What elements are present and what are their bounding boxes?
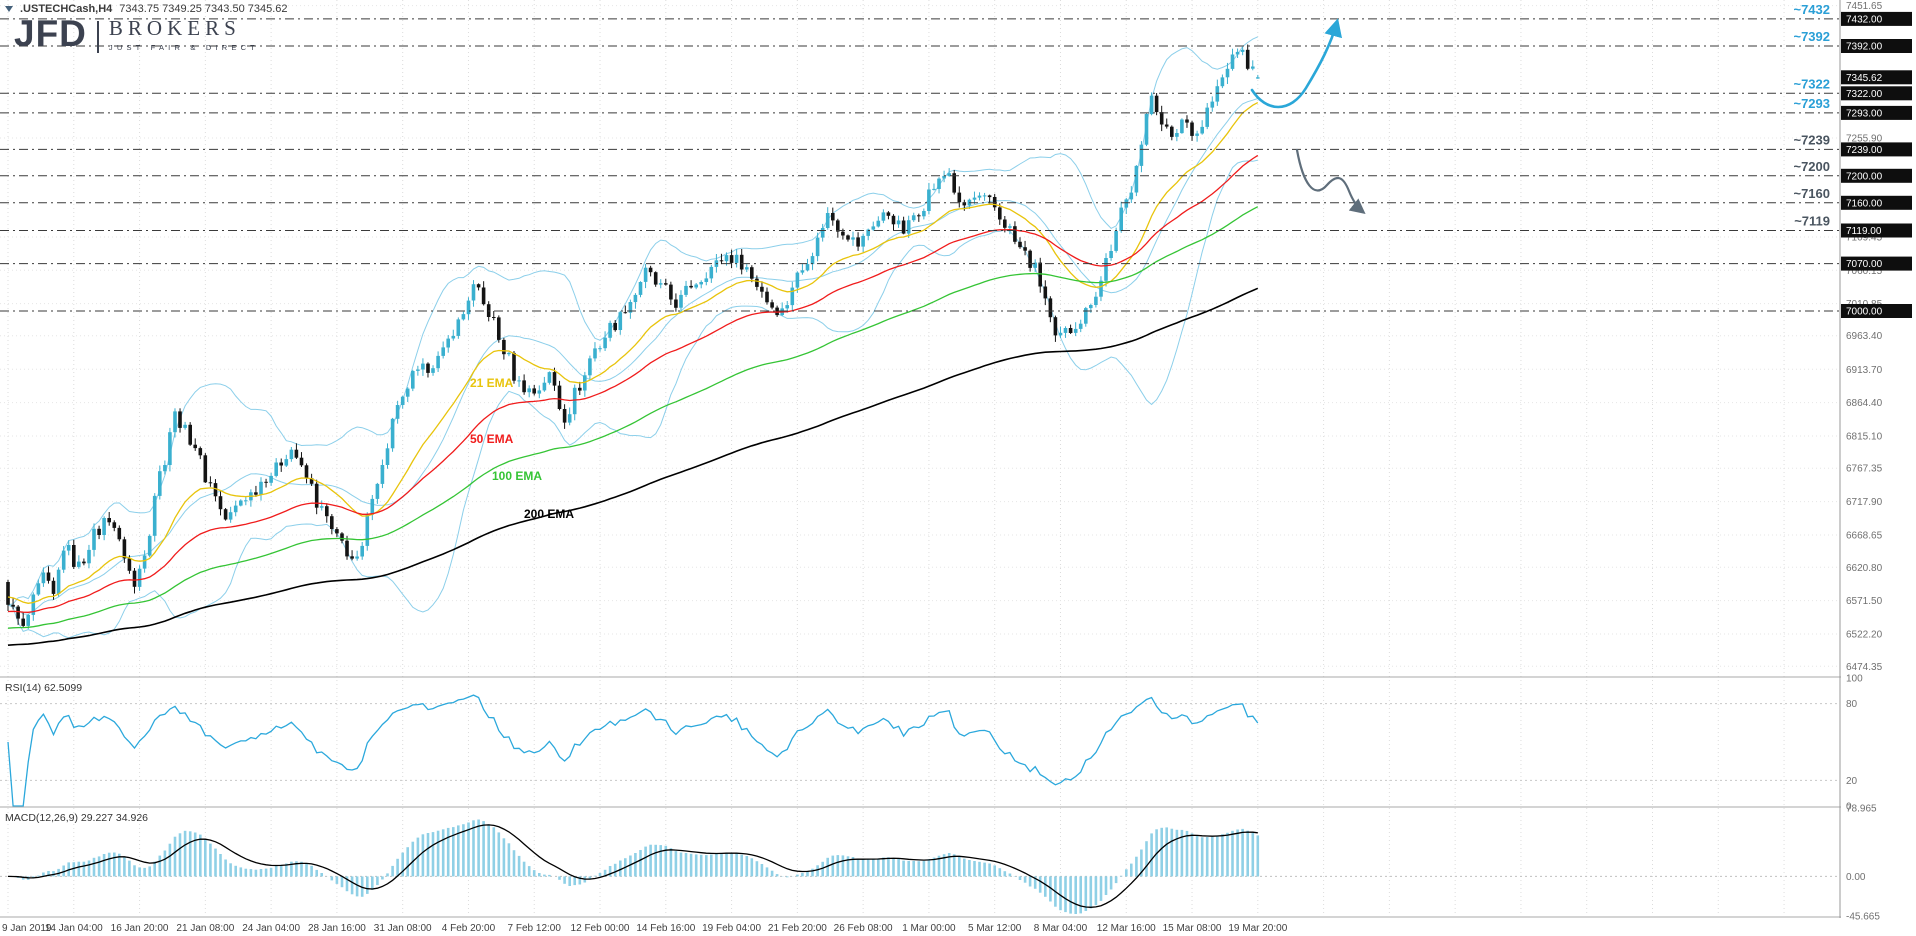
svg-text:14 Feb 16:00: 14 Feb 16:00 — [636, 923, 695, 934]
svg-text:7451.65: 7451.65 — [1846, 1, 1883, 12]
logo-tagline: JUST FAIR & DIRECT — [108, 43, 259, 52]
svg-text:7 Feb 12:00: 7 Feb 12:00 — [508, 923, 562, 934]
svg-text:7000.00: 7000.00 — [1846, 306, 1883, 317]
svg-text:7239.00: 7239.00 — [1846, 145, 1883, 156]
ema-200-line — [7, 287, 1259, 646]
symbol-marker-icon — [5, 6, 13, 12]
macd-pane-label: MACD(12,26,9) 29.227 34.926 — [5, 812, 149, 824]
svg-text:20: 20 — [1846, 776, 1858, 787]
svg-text:80: 80 — [1846, 699, 1858, 710]
svg-text:16 Jan 20:00: 16 Jan 20:00 — [111, 923, 169, 934]
svg-text:28 Jan 16:00: 28 Jan 16:00 — [308, 923, 366, 934]
svg-text:6668.65: 6668.65 — [1846, 530, 1883, 541]
svg-text:0: 0 — [1846, 802, 1852, 813]
candles-layer — [6, 44, 1260, 630]
svg-text:6620.80: 6620.80 — [1846, 563, 1883, 574]
svg-text:24 Jan 04:00: 24 Jan 04:00 — [242, 923, 300, 934]
svg-text:21 Jan 08:00: 21 Jan 08:00 — [176, 923, 234, 934]
macd-signal-line — [7, 824, 1258, 908]
svg-text:15 Mar 08:00: 15 Mar 08:00 — [1163, 923, 1222, 934]
ema-50-line — [7, 154, 1259, 613]
rsi-indicator-line — [7, 694, 1259, 807]
bollinger-bands — [7, 36, 1259, 639]
ema-50-label: 50 EMA — [470, 432, 514, 446]
price-axis[interactable]: 7451.657255.907109.457060.157010.856963.… — [1839, 0, 1916, 936]
svg-text:7392.00: 7392.00 — [1846, 41, 1883, 52]
svg-text:7119.00: 7119.00 — [1846, 226, 1882, 237]
svg-text:1 Mar 00:00: 1 Mar 00:00 — [902, 923, 956, 934]
jfd-brokers-logo: JFD BROKERS JUST FAIR & DIRECT — [14, 13, 259, 54]
svg-text:7109.45: 7109.45 — [1846, 232, 1883, 243]
svg-text:~7239: ~7239 — [1793, 132, 1830, 147]
ema-21-label: 21 EMA — [470, 376, 514, 390]
chart-header: .USTECHCash,H4 7343.75 7349.25 7343.50 7… — [5, 3, 288, 15]
svg-text:4 Feb 20:00: 4 Feb 20:00 — [442, 923, 496, 934]
logo-divider — [96, 21, 99, 53]
logo-wordmark: JFD — [14, 13, 87, 54]
svg-text:5 Mar 12:00: 5 Mar 12:00 — [968, 923, 1022, 934]
svg-text:19 Feb 04:00: 19 Feb 04:00 — [702, 923, 761, 934]
svg-text:6963.40: 6963.40 — [1846, 331, 1883, 342]
logo-brokers-text: BROKERS — [108, 16, 241, 40]
svg-text:12 Mar 16:00: 12 Mar 16:00 — [1097, 923, 1156, 934]
svg-text:6522.20: 6522.20 — [1846, 629, 1883, 640]
svg-text:7060.15: 7060.15 — [1846, 266, 1883, 277]
svg-text:31 Jan 08:00: 31 Jan 08:00 — [374, 923, 432, 934]
svg-text:12 Feb 00:00: 12 Feb 00:00 — [571, 923, 630, 934]
svg-text:-45.665: -45.665 — [1846, 912, 1880, 923]
svg-text:~7200: ~7200 — [1793, 159, 1830, 174]
svg-text:7160.00: 7160.00 — [1846, 198, 1883, 209]
macd-histogram — [11, 819, 1260, 914]
ohlc-readout: 7343.75 7349.25 7343.50 7345.62 — [119, 3, 288, 15]
svg-text:26 Feb 08:00: 26 Feb 08:00 — [834, 923, 893, 934]
ema-100-line — [7, 206, 1259, 629]
svg-text:6864.40: 6864.40 — [1846, 398, 1883, 409]
support-resistance-levels: ~7432 ~7392 ~7322 ~7293 ~7239 ~7200 ~7160 ~7119 — [0, 2, 1840, 312]
svg-text:7322.00: 7322.00 — [1846, 89, 1883, 100]
svg-text:~7160: ~7160 — [1793, 186, 1830, 201]
ema-100-label: 100 EMA — [492, 469, 543, 483]
svg-text:~7322: ~7322 — [1793, 76, 1830, 91]
svg-text:7200.00: 7200.00 — [1846, 171, 1883, 182]
svg-text:6767.35: 6767.35 — [1846, 464, 1883, 475]
svg-text:6815.10: 6815.10 — [1846, 431, 1883, 442]
ema-200-label: 200 EMA — [524, 507, 575, 521]
svg-text:14 Jan 04:00: 14 Jan 04:00 — [45, 923, 103, 934]
ema-21-line — [7, 102, 1259, 604]
svg-text:~7293: ~7293 — [1793, 96, 1830, 111]
svg-text:7345.62: 7345.62 — [1846, 73, 1883, 84]
pane-separators — [0, 676, 1916, 918]
svg-text:7432.00: 7432.00 — [1846, 14, 1883, 25]
svg-text:6474.35: 6474.35 — [1846, 662, 1883, 673]
svg-text:6913.70: 6913.70 — [1846, 365, 1883, 376]
svg-text:78.965: 78.965 — [1846, 804, 1877, 815]
svg-text:9 Jan 2019: 9 Jan 2019 — [2, 923, 52, 934]
rsi-pane-label: RSI(14) 62.5099 — [5, 682, 83, 694]
grid-layer — [0, 0, 1840, 916]
svg-text:100: 100 — [1846, 674, 1863, 685]
svg-text:0.00: 0.00 — [1846, 872, 1866, 883]
svg-text:8 Mar 04:00: 8 Mar 04:00 — [1034, 923, 1088, 934]
svg-text:~7119: ~7119 — [1794, 214, 1830, 229]
svg-text:21 Feb 20:00: 21 Feb 20:00 — [768, 923, 827, 934]
svg-text:7255.90: 7255.90 — [1846, 133, 1883, 144]
svg-text:7070.00: 7070.00 — [1846, 259, 1883, 270]
svg-text:6571.50: 6571.50 — [1846, 596, 1883, 607]
symbol-title: .USTECHCash,H4 — [20, 3, 113, 15]
svg-text:7293.00: 7293.00 — [1846, 108, 1883, 119]
svg-text:~7432: ~7432 — [1793, 2, 1830, 17]
svg-text:6717.90: 6717.90 — [1846, 497, 1883, 508]
svg-text:~7392: ~7392 — [1793, 29, 1830, 44]
svg-text:19 Mar 20:00: 19 Mar 20:00 — [1228, 923, 1287, 934]
